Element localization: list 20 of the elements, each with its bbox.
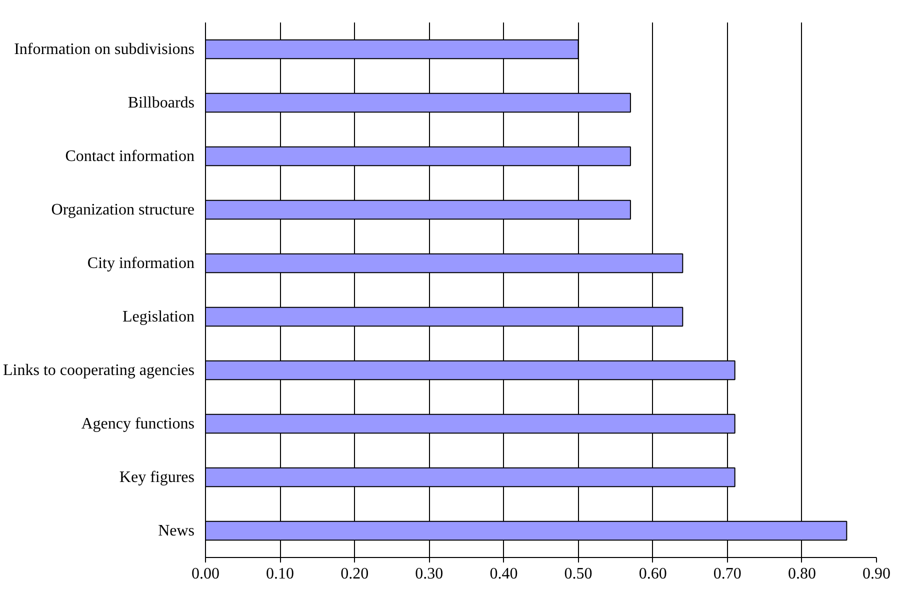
y-tick-label: Contact information bbox=[65, 148, 195, 165]
x-tick-label: 0.90 bbox=[862, 566, 890, 582]
y-tick-label: Billboards bbox=[128, 94, 195, 112]
x-tick-label: 0.10 bbox=[266, 566, 294, 582]
x-tick-label: 0.50 bbox=[564, 566, 592, 582]
x-tick-label: 0.70 bbox=[713, 566, 742, 582]
y-tick-label: City information bbox=[87, 254, 195, 272]
x-tick-label: 0.80 bbox=[788, 566, 816, 582]
y-tick-label: Information on subdivisions bbox=[14, 40, 194, 58]
y-tick-label: Links to cooperating agencies bbox=[3, 362, 195, 379]
x-tick-label: 0.00 bbox=[192, 566, 220, 582]
x-tick-label: 0.60 bbox=[638, 566, 667, 582]
y-tick-label: Organization structure bbox=[51, 201, 195, 218]
x-tick-label: 0.40 bbox=[490, 566, 518, 582]
y-tick-label: News bbox=[158, 522, 194, 540]
y-tick-label: Key figures bbox=[119, 468, 195, 486]
y-tick-label: Legislation bbox=[122, 308, 194, 326]
y-tick-label: Agency functions bbox=[81, 415, 195, 432]
x-tick-label: 0.30 bbox=[415, 566, 444, 582]
x-tick-label: 0.20 bbox=[340, 566, 369, 582]
